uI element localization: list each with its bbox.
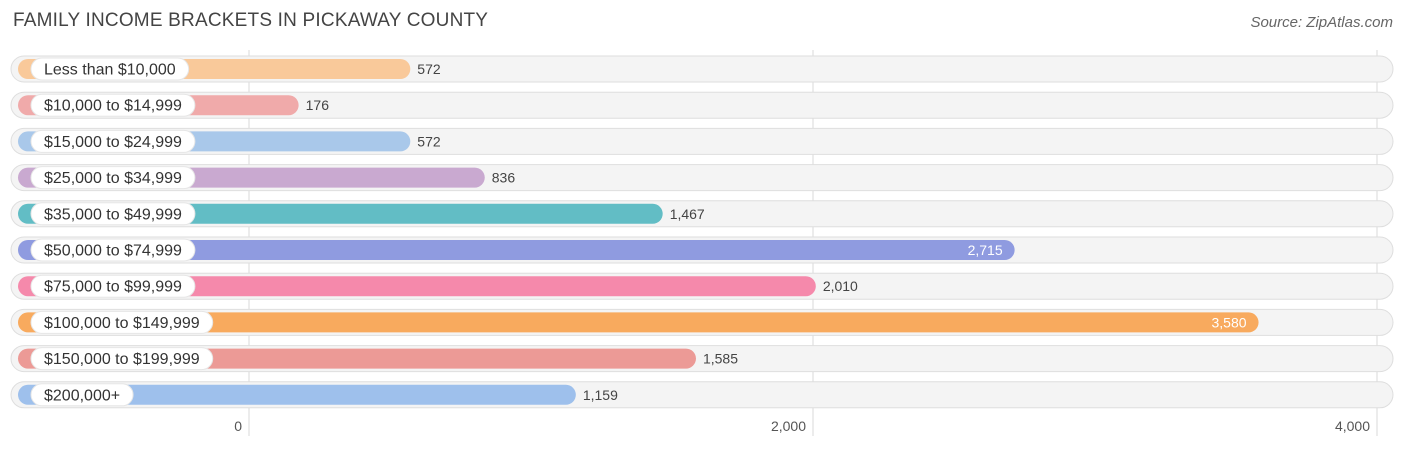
category-label: $25,000 to $34,999: [44, 170, 182, 187]
category-label: $15,000 to $24,999: [44, 134, 182, 151]
bar-row: $25,000 to $34,999 836: [10, 164, 1394, 192]
category-label-pill: [30, 57, 190, 81]
row-background: [10, 91, 1394, 119]
value-label: 1,467: [670, 206, 705, 222]
category-label-pill: [30, 93, 196, 117]
value-label: 1,159: [583, 387, 618, 403]
bar: [18, 240, 1015, 260]
category-label: $50,000 to $74,999: [44, 243, 182, 260]
category-label: Less than $10,000: [44, 62, 176, 79]
tick-label: 0: [234, 418, 242, 434]
category-label-pill: [30, 274, 196, 298]
bar-row: $150,000 to $199,999 1,585: [10, 345, 1394, 373]
value-label: 836: [492, 170, 516, 186]
tick-label: 2,000: [771, 418, 806, 434]
category-label: $150,000 to $199,999: [44, 351, 200, 368]
category-label-pill: [30, 383, 134, 407]
bar-row: $200,000+ 1,159: [10, 381, 1394, 409]
value-label: 572: [417, 61, 441, 77]
bar-row: $10,000 to $14,999 176: [10, 91, 1394, 119]
tick-label: 4,000: [1335, 418, 1370, 434]
bar-row: $35,000 to $49,999 1,467: [10, 200, 1394, 228]
category-label: $35,000 to $49,999: [44, 206, 182, 223]
value-label: 2,715: [968, 242, 1003, 258]
value-label: 3,580: [1212, 314, 1247, 330]
category-label: $75,000 to $99,999: [44, 279, 182, 296]
value-label: 572: [417, 133, 441, 149]
category-label-pill: [30, 310, 214, 334]
value-label: 2,010: [823, 278, 858, 294]
bar: [18, 276, 816, 297]
category-label: $100,000 to $149,999: [44, 315, 200, 332]
category-label-pill: [30, 166, 196, 190]
bar-row: $50,000 to $74,999 2,715: [10, 236, 1394, 264]
bar: [18, 384, 576, 405]
bar-row: Less than $10,000 572: [10, 55, 1394, 83]
category-label: $200,000+: [44, 387, 120, 404]
chart-title: FAMILY INCOME BRACKETS IN PICKAWAY COUNT…: [13, 10, 489, 31]
value-label: 1,585: [703, 351, 738, 367]
category-label-pill: [30, 347, 214, 371]
bar-row: $100,000 to $149,999 3,580: [10, 308, 1394, 336]
category-label-pill: [30, 202, 196, 226]
category-label-pill: [30, 129, 196, 153]
value-label: 176: [306, 97, 330, 113]
category-label: $10,000 to $14,999: [44, 98, 182, 115]
category-label-pill: [30, 238, 196, 262]
source-label: Source: ZipAtlas.com: [1250, 14, 1393, 31]
bar-row: $75,000 to $99,999 2,010: [10, 272, 1394, 300]
bar-row: $15,000 to $24,999 572: [10, 127, 1394, 155]
bar: [18, 312, 1259, 333]
